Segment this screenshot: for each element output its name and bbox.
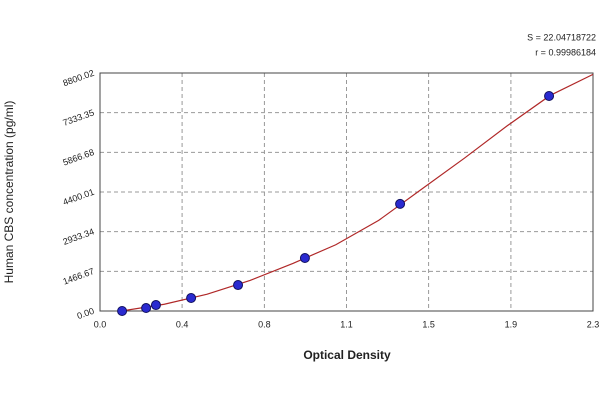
data-point — [395, 198, 406, 209]
x-tick-label: 1.5 — [422, 319, 435, 329]
data-point — [150, 300, 161, 311]
data-point — [117, 306, 128, 316]
annotation: S = 22.04718722 — [527, 32, 596, 42]
data-point — [233, 280, 244, 291]
x-tick-label: 0.8 — [258, 319, 271, 329]
plot-frame — [99, 72, 594, 312]
y-tick-label: 7333.35 — [61, 107, 95, 128]
x-tick-label: 1.1 — [340, 319, 353, 329]
y-tick-label: 2933.34 — [61, 226, 95, 247]
x-axis-title: Optical Density — [303, 348, 391, 362]
y-tick-label: 5866.68 — [61, 147, 95, 168]
y-tick-label: 1466.67 — [61, 266, 95, 287]
annotation: r = 0.99986184 — [535, 47, 596, 57]
data-point — [141, 303, 152, 314]
data-point — [299, 252, 310, 263]
y-tick-label: 8800.02 — [61, 68, 95, 89]
y-tick-label: 4400.01 — [61, 187, 95, 208]
x-tick-label: 0.0 — [94, 319, 107, 329]
y-axis-title: Human CBS concentration (pg/ml) — [2, 101, 16, 284]
x-tick-label: 1.9 — [505, 319, 518, 329]
data-point — [544, 90, 555, 101]
fit-curve — [121, 73, 594, 312]
x-tick-label: 2.3 — [587, 319, 600, 329]
x-tick-label: 0.4 — [176, 319, 189, 329]
data-point — [186, 293, 197, 304]
y-tick-label: 0.00 — [76, 306, 96, 321]
